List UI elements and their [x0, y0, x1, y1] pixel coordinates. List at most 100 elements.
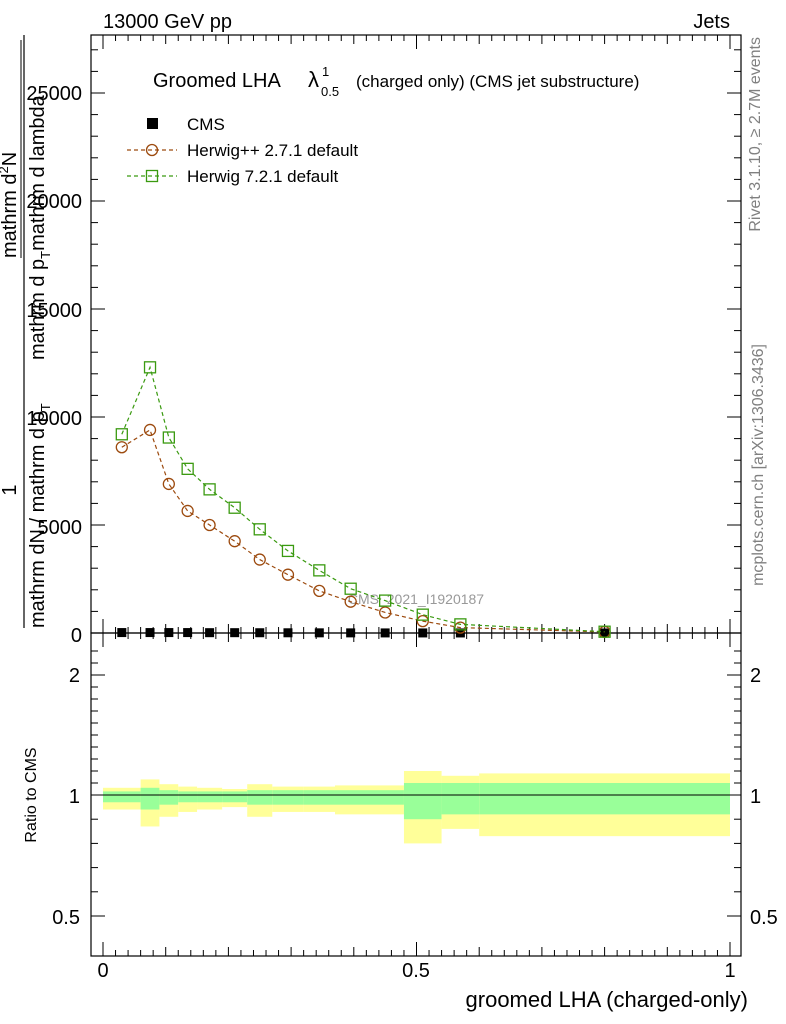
data-point-herwig7 [162, 431, 175, 444]
data-point-herwig7 [598, 625, 611, 638]
ratio-bands [103, 771, 730, 844]
data-point-herwig7 [344, 582, 357, 595]
x-axis-label: groomed LHA (charged-only) [466, 987, 748, 1012]
ratio-band-inner [479, 783, 730, 815]
legend-marker-herwig7 [145, 169, 159, 183]
plot-title-rest: (charged only) (CMS jet substructure) [356, 72, 639, 91]
data-point-herwig7 [203, 483, 216, 496]
legend-label-cms: CMS [187, 115, 225, 134]
header-energy: 13000 GeV pp [103, 11, 232, 33]
legend: CMS Herwig++ 2.7.1 default Herwig 7.2.1 … [127, 115, 358, 186]
y-label-numerator-denominator: mathrm d pTmathrm d lambda [27, 94, 53, 360]
data-point-herwig7 [454, 618, 467, 631]
legend-label-herwig7: Herwig 7.2.1 default [187, 167, 338, 186]
ratio-band-inner [222, 791, 248, 803]
data-point-herwigpp [416, 614, 429, 628]
data-point-cms [183, 628, 193, 638]
data-point-herwigpp [313, 584, 326, 598]
data-point-cms [145, 628, 155, 638]
data-point-cms [600, 628, 610, 638]
data-point-herwig7 [416, 608, 429, 621]
main-y-tick-label: 10000 [26, 408, 82, 430]
data-point-cms [205, 628, 215, 638]
ratio-y-tick-label-left: 2 [69, 665, 80, 687]
main-y-tick-label: 5000 [38, 517, 83, 539]
main-y-axis-label: 1 mathrm dN / mathrm d pT mathrm d2N mat… [0, 35, 53, 628]
ratio-y-tick-label-right: 1 [750, 786, 761, 808]
data-point-cms [230, 628, 240, 638]
data-point-herwigpp [203, 518, 216, 532]
data-point-herwig7 [281, 544, 295, 558]
data-point-herwigpp [162, 477, 175, 491]
data-point-herwigpp [181, 504, 194, 518]
x-tick-labels: 0 0.5 1 [97, 960, 735, 982]
ratio-band-inner [272, 790, 304, 805]
ratio-band-inner [441, 783, 480, 815]
data-point-herwig7 [181, 462, 194, 475]
data-point-cms [164, 628, 174, 638]
data-point-herwigpp [228, 535, 241, 548]
legend-item-herwig7: Herwig 7.2.1 default [127, 167, 338, 186]
y-label-denominator: mathrm dN / mathrm d pT [27, 403, 53, 628]
data-point-herwigpp [253, 553, 266, 566]
ratio-band-inner [140, 787, 160, 810]
data-point-herwig7 [313, 564, 326, 577]
plot-title: Groomed LHA λ 1 0.5 (charged only) (CMS … [153, 64, 639, 99]
data-point-cms [380, 628, 390, 638]
ratio-band-inner [197, 791, 223, 803]
plot-title-lambda: λ [308, 67, 319, 92]
data-point-cms [255, 628, 265, 638]
ratio-band-inner [103, 791, 141, 803]
x-tick-label: 0 [97, 960, 108, 982]
ratio-band-inner [303, 790, 335, 805]
data-point-cms [418, 628, 428, 638]
main-y-tick-label: 25000 [26, 83, 82, 105]
y-label-numerator: mathrm d2N [0, 152, 21, 258]
data-point-herwigpp [281, 568, 295, 581]
ratio-band-inner [403, 783, 442, 820]
data-point-herwigpp [378, 606, 392, 619]
data-point-cms [117, 628, 127, 638]
data-point-herwig7 [253, 523, 266, 536]
ratio-band-inner [178, 791, 198, 803]
data-point-herwigpp [344, 595, 357, 608]
ratio-y-tick-label-left: 1 [69, 786, 80, 808]
legend-marker-cms [147, 118, 158, 129]
legend-item-herwigpp: Herwig++ 2.7.1 default [127, 141, 358, 160]
rivet-version-label: Rivet 3.1.10, ≥ 2.7M events [747, 37, 764, 232]
ratio-y-axis-label: Ratio to CMS [23, 747, 40, 842]
legend-item-cms: CMS [147, 115, 225, 134]
ratio-band-inner [247, 790, 273, 805]
data-point-cms [283, 628, 293, 638]
plot-title-sup: 1 [322, 64, 329, 79]
x-tick-label: 1 [724, 960, 735, 982]
header-process: Jets [693, 11, 730, 33]
plot-title-main: Groomed LHA [153, 70, 281, 92]
main-y-tick-label: 0 [71, 625, 82, 647]
data-point-herwig7 [115, 428, 128, 441]
legend-marker-herwigpp [145, 143, 159, 157]
ratio-y-tick-label-right: 2 [750, 665, 761, 687]
main-y-tick-label: 15000 [26, 300, 82, 322]
data-point-herwigpp [115, 441, 128, 454]
x-tick-label: 0.5 [402, 960, 430, 982]
series-line-herwigpp [121, 429, 605, 633]
data-point-cms [346, 628, 356, 638]
plot-title-sub: 0.5 [321, 84, 339, 99]
data-point-herwig7 [378, 594, 392, 607]
ratio-y-tick-label-left: 0.5 [52, 907, 80, 929]
series-layer [115, 361, 611, 639]
ratio-band-inner [159, 790, 179, 805]
data-point-herwig7 [143, 361, 157, 374]
data-point-herwig7 [228, 501, 241, 514]
main-y-tick-labels: 0 5000 10000 15000 20000 25000 [26, 83, 82, 647]
legend-label-herwigpp: Herwig++ 2.7.1 default [187, 141, 358, 160]
data-point-herwigpp [143, 423, 157, 437]
ratio-y-tick-labels: 0.5 1 2 0.5 1 2 [52, 665, 778, 929]
mcplots-label: mcplots.cern.ch [arXiv:1306.3436] [750, 344, 767, 586]
data-point-cms [314, 628, 324, 638]
ratio-y-tick-label-right: 0.5 [750, 907, 778, 929]
y-label-prefix: 1 [0, 484, 21, 495]
main-y-tick-label: 20000 [26, 191, 82, 213]
